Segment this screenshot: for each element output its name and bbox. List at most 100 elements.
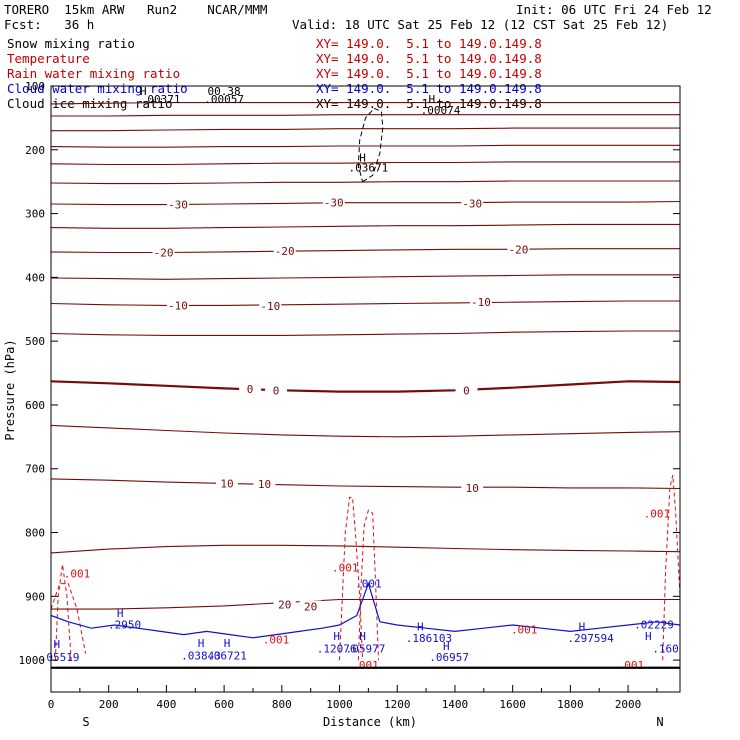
cloud-water-label: H <box>359 630 366 643</box>
cloud-water-label: .297594 <box>567 632 614 645</box>
legend-cloud-water-label: Cloud water mixing ratio <box>7 81 188 96</box>
isotherm-label: -10 <box>168 299 188 312</box>
legend-snow-label: Snow mixing ratio <box>7 36 135 51</box>
cloud-ice-label: H <box>140 85 147 98</box>
model-run-label: TORERO 15km ARW Run2 NCAR/MMM <box>4 2 268 17</box>
y-tick-label: 1000 <box>19 654 46 667</box>
isotherm--45 <box>50 144 680 148</box>
rain-plume-4 <box>50 583 87 654</box>
rain-plume-0 <box>339 496 364 661</box>
plot-frame <box>50 85 681 693</box>
isotherm-label: -30 <box>462 197 482 210</box>
y-tick-label: 900 <box>25 590 45 603</box>
cloud-ice-label: .00371 <box>141 93 181 106</box>
isotherm-label: -10 <box>260 300 280 313</box>
y-tick-label: 300 <box>25 208 45 221</box>
x-tick-label: 1000 <box>326 698 353 711</box>
x-tick-label: 1400 <box>442 698 469 711</box>
cloud-water-label: .186103 <box>406 632 452 645</box>
isotherm-20 <box>51 598 680 610</box>
plot-border <box>50 85 681 693</box>
isotherm--25 <box>50 223 680 229</box>
contour-labels: -30 -30 -30 -20 -20 -20 -10 -10 -10 0 0 0 10 10 10 20 20… <box>40 85 680 672</box>
x-tick-label: 200 <box>99 698 119 711</box>
isotherm-label: 10 <box>220 477 233 490</box>
isotherm--55 <box>51 114 680 117</box>
y-tick-label: 100 <box>25 80 45 93</box>
cloud-water-label: .2950 <box>108 618 141 631</box>
isotherm-label-bg <box>469 296 492 309</box>
x-axis-label: Distance (km) <box>323 715 417 729</box>
cloud-water-contour-0 <box>50 581 681 639</box>
x-tick-label: 600 <box>214 698 234 711</box>
x-tick-label: 2000 <box>615 698 642 711</box>
isotherm-label-bg <box>507 243 530 256</box>
forecast-hour-label: Fcst: 36 h <box>4 17 95 32</box>
y-axis-label: Pressure (hPa) <box>3 339 17 440</box>
cloud-ice-label: .03671 <box>349 162 389 175</box>
legend-rain-label: Rain water mixing ratio <box>7 66 181 81</box>
x-tick-label: 1800 <box>557 698 584 711</box>
isotherm-label-bg <box>166 198 189 211</box>
north-end-label: N <box>656 715 663 729</box>
isotherm-label: -30 <box>324 197 344 210</box>
isotherm-label: 0 <box>273 384 280 397</box>
temperature-isotherms <box>50 102 681 610</box>
rain-label: .001 <box>263 634 290 647</box>
cloud-water-contours <box>50 581 681 639</box>
rain-plume-2 <box>662 474 681 661</box>
cloud-water-label: .001 <box>355 578 382 591</box>
cloud-water-label: .06721 <box>207 650 247 663</box>
cloud-water-label: H <box>333 630 340 643</box>
cloud-water-label: .03843 <box>181 650 221 663</box>
cloud-ice-label: H <box>359 151 366 164</box>
isotherm--35 <box>50 180 680 185</box>
isotherm-label-bg <box>461 481 484 494</box>
isotherm-label-bg <box>299 600 322 613</box>
isotherm-label-bg <box>461 197 484 210</box>
cloud-water-label: H <box>198 637 205 650</box>
isotherm--20 <box>50 248 680 254</box>
rain-label: .001 <box>64 567 91 580</box>
init-time-label: Init: 06 UTC Fri 24 Feb 12 <box>516 2 712 17</box>
isotherm--60 <box>50 102 680 105</box>
cloud-ice-label: .00074 <box>421 104 461 117</box>
y-tick-label: 500 <box>25 335 45 348</box>
isotherm--50 <box>51 127 680 132</box>
y-tick-label: 600 <box>25 399 45 412</box>
isotherm-label-bg <box>273 245 296 258</box>
isotherm-label: -10 <box>471 296 491 309</box>
legend-rain-xy: XY= 149.0. 5.1 to 149.0.149.8 <box>316 66 542 81</box>
cloud-water-label: .05519 <box>40 651 80 664</box>
x-tick-label: 0 <box>48 698 55 711</box>
isotherm--15 <box>50 274 680 280</box>
y-tick-label: 200 <box>25 144 45 157</box>
cloud-water-label: H <box>443 640 450 653</box>
isotherm-15 <box>50 544 681 554</box>
isotherm--5 <box>50 330 680 336</box>
x-tick-label: 400 <box>156 698 176 711</box>
isotherm-label: 20 <box>304 601 317 614</box>
rain-label: .001 <box>618 659 645 672</box>
cloud-water-label: H <box>417 620 424 633</box>
legend-temperature-label: Temperature <box>7 51 90 66</box>
isotherm-label: 20 <box>278 599 291 612</box>
south-end-label: S <box>82 715 89 729</box>
x-tick-label: 1600 <box>499 698 526 711</box>
isotherm--10 <box>50 300 680 306</box>
legend-temperature-xy: XY= 149.0. 5.1 to 149.0.149.8 <box>316 51 542 66</box>
rain-label: .001 <box>332 562 359 575</box>
cloud-water-label: H <box>117 607 124 620</box>
cloud-ice-contours <box>357 107 384 183</box>
isotherm-label-bg <box>239 383 262 395</box>
isotherm-label-bg <box>273 598 296 611</box>
rain-plume-1 <box>357 509 379 661</box>
cloud-water-label: H <box>53 638 60 651</box>
isotherm-label: 0 <box>463 384 470 397</box>
legend-cloud-ice-xy: XY= 149.0. 5.1 to 149.0.149.8 <box>316 96 542 111</box>
isotherm-label-bg <box>265 384 288 397</box>
isotherm-label-bg <box>216 477 239 490</box>
isotherm-label-bg <box>253 478 276 491</box>
isotherm-0 <box>50 380 681 393</box>
